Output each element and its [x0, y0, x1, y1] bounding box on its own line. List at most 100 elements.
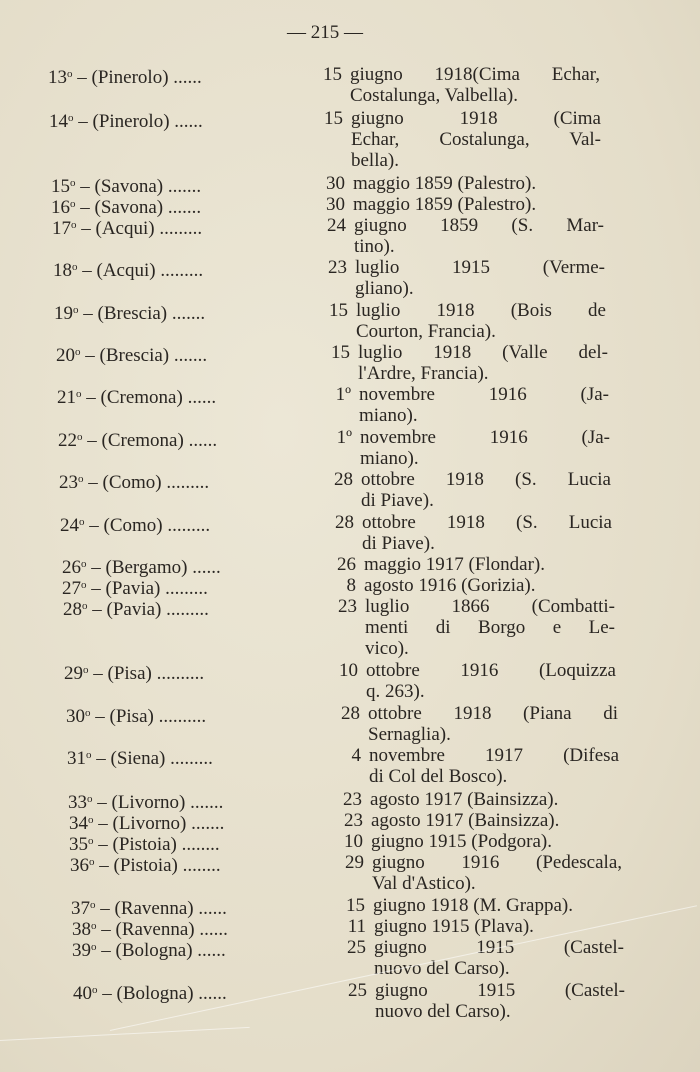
regiment-number: 18 [53, 260, 72, 281]
description-line: maggio 1917 (Flondar). [364, 554, 546, 575]
battle-description: giugno 1916 (Pedescala, Val d'Astico). [372, 852, 622, 894]
description-line: ottobre 1916 (Loquizza [366, 660, 616, 681]
leader-dots: ...... [174, 111, 203, 132]
description-line: giugno 1915 (Castel- [375, 980, 625, 1001]
regiment-label: 20o – (Brescia) ....... [56, 345, 208, 366]
regiment-city: (Pistoia) [113, 855, 178, 876]
leader-dots: ...... [199, 919, 228, 940]
leader-dots: .......... [158, 706, 207, 727]
regiment-city: (Acqui) [96, 260, 156, 281]
regiment-number: 20 [56, 345, 75, 366]
description-line: gliano). [355, 278, 414, 299]
description-line: Costalunga, Valbella). [350, 85, 518, 106]
regiment-number: 15 [51, 176, 70, 197]
battle-day: 29 [345, 852, 364, 873]
regiment-number: 19 [54, 303, 73, 324]
leader-dots: ........ [182, 855, 221, 876]
leader-dots: ....... [167, 176, 202, 197]
battle-description: giugno 1918 (M. Grappa). [373, 895, 623, 916]
battle-day: 11 [347, 916, 366, 937]
regiment-number: 23 [59, 472, 78, 493]
leader-dots: ......... [159, 218, 203, 239]
regiment-number: 34 [69, 813, 88, 834]
battle-day: 28 [341, 703, 360, 724]
description-line: giugno 1915 (Podgora). [371, 831, 553, 852]
description-line: giugno 1916 (Pedescala, [372, 852, 622, 873]
leader-dots: ....... [171, 303, 206, 324]
leader-dots: ...... [187, 387, 217, 408]
regiment-city: (Cremona) [101, 430, 184, 451]
battle-description: ottobre 1916 (Loquizza q. 263). [366, 660, 616, 702]
regiment-number: 13 [48, 67, 67, 88]
battle-day: 23 [344, 810, 363, 831]
leader-dots: ......... [166, 472, 210, 493]
battle-day: 25 [347, 937, 366, 958]
regiment-city: (Como) [103, 515, 163, 536]
description-line: agosto 1916 (Gorizia). [364, 575, 536, 596]
regiment-number: 22 [58, 430, 77, 451]
battle-description: ottobre 1918 (S. Lucia di Piave). [361, 469, 611, 511]
leader-dots: ....... [167, 197, 202, 218]
description-line: luglio 1918 (Valle del- [358, 342, 608, 363]
regiment-number: 31 [67, 748, 86, 769]
regiment-number: 39 [72, 940, 91, 961]
regiment-city: (Pisa) [107, 663, 152, 684]
description-line: maggio 1859 (Palestro). [353, 194, 537, 215]
battle-description: giugno 1915 (Castel-nuovo del Carso). [374, 937, 624, 979]
battle-day: 15 [323, 64, 342, 85]
regiment-number: 14 [49, 111, 68, 132]
description-line: giugno 1918 (M. Grappa). [373, 895, 573, 916]
description-line: luglio 1915 (Verme- [355, 257, 605, 278]
leader-dots: ...... [173, 67, 202, 88]
description-line: agosto 1917 (Bainsizza). [370, 789, 559, 810]
description-line: luglio 1918 (Bois de [356, 300, 606, 321]
regiment-number: 40 [73, 983, 92, 1004]
regiment-label: 35o – (Pistoia) ........ [69, 834, 220, 855]
leader-dots: ...... [198, 983, 227, 1004]
regiment-label: 21o – (Cremona) ...... [57, 387, 217, 408]
regiment-label: 29o – (Pisa) .......... [64, 663, 205, 684]
leader-dots: ....... [173, 345, 208, 366]
battle-description: luglio 1915 (Verme-gliano). [355, 257, 605, 299]
description-line: novembre 1916 (Ja- [359, 384, 609, 405]
regiment-label: 13o – (Pinerolo) ...... [48, 67, 202, 88]
battle-description: giugno 1918(Cima Echar, Costalunga, Valbe… [350, 64, 600, 106]
leader-dots: ........ [181, 834, 220, 855]
description-line: menti di Borgo e Le- [365, 617, 615, 638]
battle-description: novembre 1916 (Ja-miano). [359, 384, 609, 426]
description-line: Echar, Costalunga, Val- [351, 129, 601, 150]
battle-description: maggio 1859 (Palestro). [353, 194, 603, 215]
regiment-number: 26 [62, 557, 81, 578]
battle-day: 8 [346, 575, 357, 596]
description-line: di Piave). [361, 490, 434, 511]
description-line: ottobre 1918 (Piana di [368, 703, 618, 724]
battle-description: giugno 1918 (Cima Echar, Costalunga, Val-… [351, 108, 601, 171]
description-line: di Col del Bosco). [369, 766, 508, 787]
battle-day: 1º [336, 427, 352, 448]
leader-dots: ......... [160, 260, 204, 281]
battle-day: 28 [335, 512, 354, 533]
battle-description: novembre 1917 (Difesa di Col del Bosco). [369, 745, 619, 787]
battle-day: 23 [343, 789, 362, 810]
regiment-number: 29 [64, 663, 83, 684]
description-line: giugno 1918 (Cima [351, 108, 601, 129]
leader-dots: ......... [166, 599, 209, 620]
description-line: luglio 1866 (Combatti- [365, 596, 615, 617]
description-line: maggio 1859 (Palestro). [353, 173, 537, 194]
battle-description: ottobre 1918 (Piana di Sernaglia). [368, 703, 618, 745]
description-line: giugno 1918(Cima Echar, [350, 64, 600, 85]
description-line: giugno 1859 (S. Mar- [354, 215, 604, 236]
battle-day: 26 [337, 554, 356, 575]
regiment-label: 28o – (Pavia) ......... [63, 599, 209, 620]
description-line: Val d'Astico). [372, 873, 476, 894]
description-line: l'Ardre, Francia). [358, 363, 489, 384]
regiment-label: 36o – (Pistoia) ........ [70, 855, 221, 876]
regiment-number: 27 [62, 578, 81, 599]
regiment-label: 27o – (Pavia) ......... [62, 578, 208, 599]
regiment-city: (Brescia) [97, 303, 168, 324]
description-line: vico). [365, 638, 409, 659]
description-line: di Piave). [362, 533, 435, 554]
regiment-city: (Pinerolo) [91, 67, 169, 88]
description-line: tino). [354, 236, 395, 257]
regiment-number: 35 [69, 834, 88, 855]
